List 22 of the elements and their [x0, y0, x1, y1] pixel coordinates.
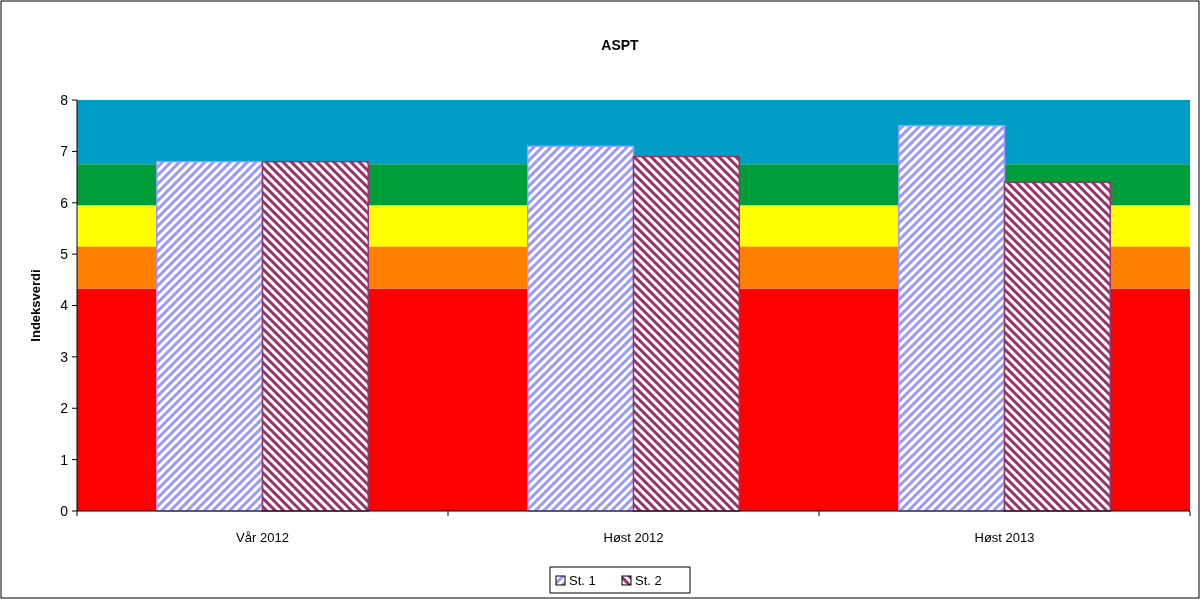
bar	[632, 155, 740, 512]
x-tick-label: Vår 2012	[236, 530, 289, 545]
y-tick-label: 1	[60, 451, 69, 468]
bar	[261, 160, 369, 512]
y-tick-label: 3	[60, 348, 69, 365]
bar	[898, 124, 1006, 512]
y-tick-label: 7	[60, 143, 69, 160]
bar	[1003, 181, 1111, 512]
x-tick-label: Høst 2013	[974, 530, 1035, 545]
bar	[156, 160, 264, 512]
y-axis-title: Indeksverdi	[28, 269, 43, 342]
y-tick-label: 6	[60, 194, 69, 211]
y-tick-label: 0	[60, 502, 69, 519]
y-tick-label: 8	[60, 91, 69, 108]
y-tick-label: 2	[60, 400, 69, 417]
y-tick-label: 4	[60, 297, 69, 314]
chart-title: ASPT	[601, 37, 640, 53]
legend-label: St. 2	[635, 573, 662, 588]
x-tick-label: Høst 2012	[603, 530, 664, 545]
legend-label: St. 1	[569, 573, 596, 588]
bar	[527, 145, 635, 512]
y-tick-label: 5	[60, 246, 69, 263]
